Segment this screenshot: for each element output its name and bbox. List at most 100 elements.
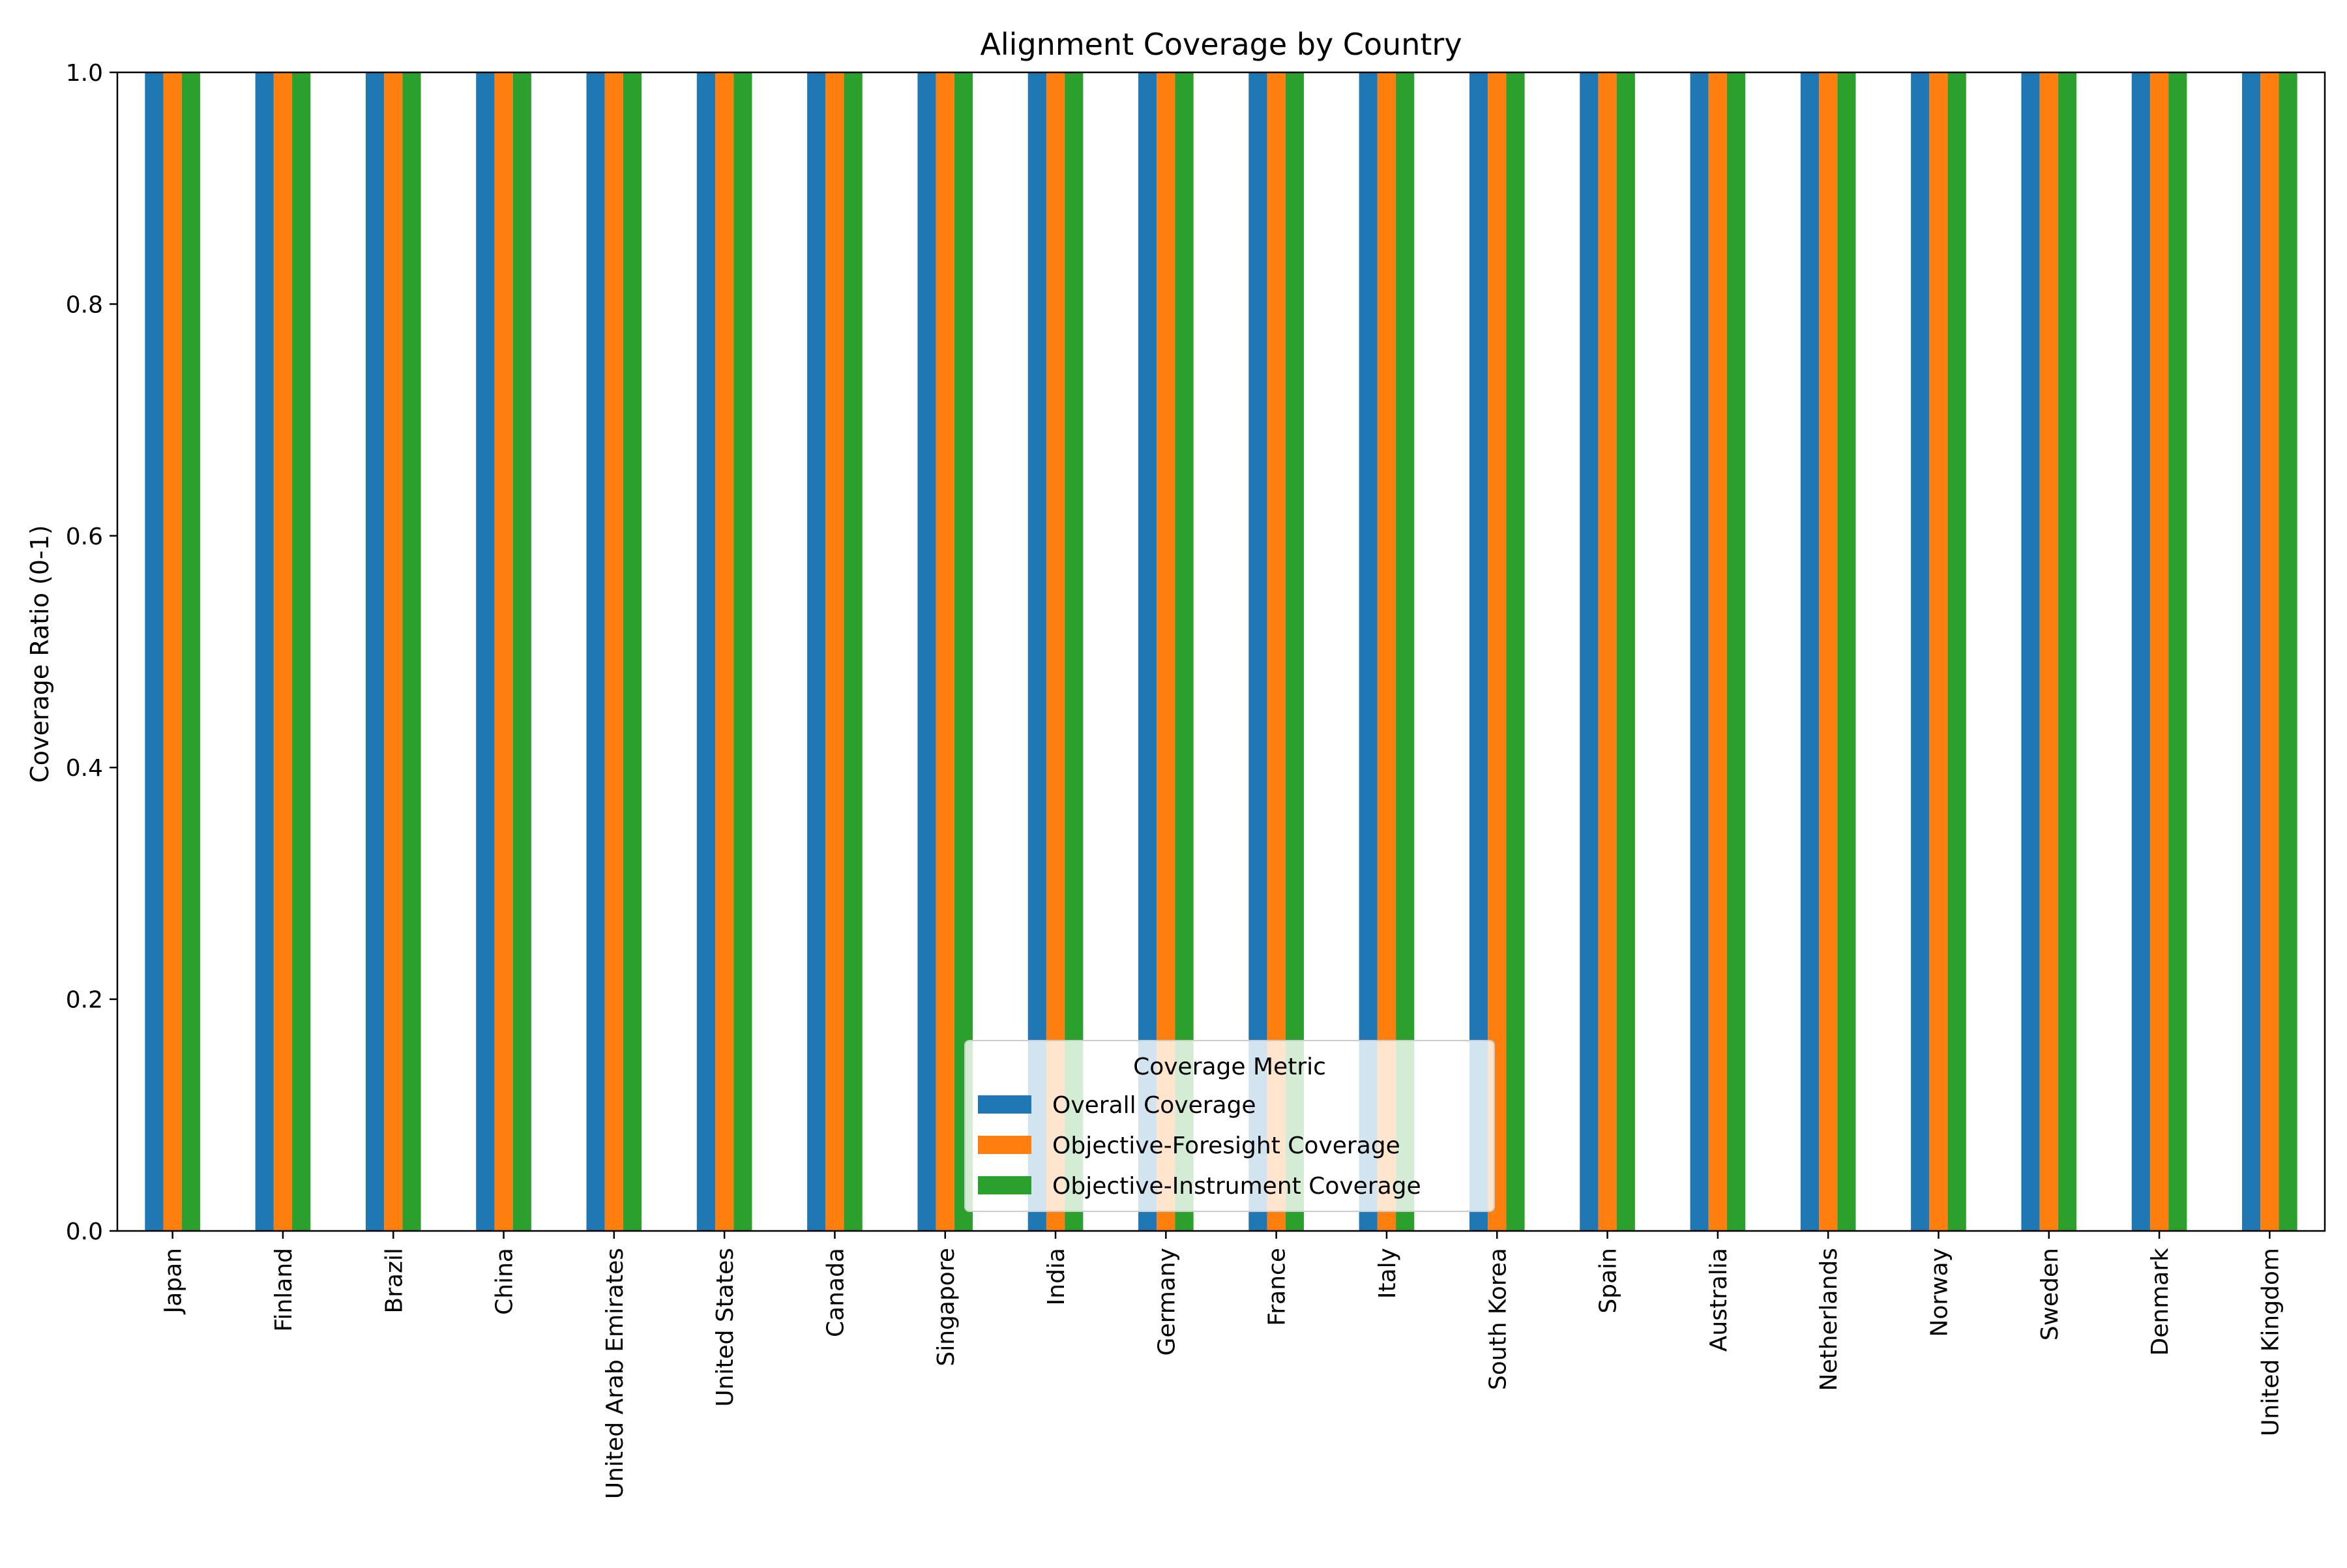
x-tick-label: France [1264,1248,1291,1326]
x-tick-label: Italy [1374,1248,1401,1299]
x-tick-label: United States [712,1248,739,1407]
legend-box [964,1040,1495,1212]
bar-1-norway [1911,72,1930,1231]
legend-swatch [978,1136,1031,1154]
legend: Coverage Metric Overall Coverage Objective… [964,1040,1495,1212]
x-tick-label: Australia [1705,1248,1732,1352]
bar-1-united-states [696,72,716,1231]
bar-3-united-arab-emirates [623,72,642,1231]
bar-2-singapore [936,72,954,1231]
legend-label: Objective-Foresight Coverage [1052,1132,1400,1159]
y-axis-label: Coverage Ratio (0-1) [25,525,54,783]
bar-1-united-kingdom [2242,72,2261,1231]
x-tick-label: Denmark [2147,1248,2174,1356]
bar-2-netherlands [1819,72,1838,1231]
bar-2-france [1267,72,1286,1231]
legend-label: Overall Coverage [1052,1092,1256,1119]
bar-3-china [512,72,531,1231]
bar-1-south-korea [1469,72,1488,1231]
bar-2-brazil [384,72,403,1231]
bar-2-united-states [715,72,734,1231]
bar-3-france [1285,72,1304,1231]
bars-layer [145,72,2297,1231]
bar-1-sweden [2021,72,2040,1231]
bar-3-united-states [733,72,752,1231]
bar-3-finland [292,72,311,1231]
x-tick-label: Finland [271,1248,297,1332]
plot-frame [116,71,2326,1232]
bar-1-china [476,72,495,1231]
x-tick-label: Singapore [933,1248,960,1367]
bar-2-india [1046,72,1065,1231]
bar-3-sweden [2058,72,2077,1231]
bar-3-united-kingdom [2279,72,2297,1231]
bar-2-sweden [2039,72,2058,1231]
legend-label: Objective-Instrument Coverage [1052,1173,1421,1200]
x-tick-label: United Kingdom [2257,1248,2284,1436]
bar-3-japan [181,72,200,1231]
axes-layer: 0.0 0.2 0.4 0.6 0.8 1.0 Japan Finland Brazil Chin… [66,60,2326,1499]
y-tick-label: 0.2 [66,987,103,1014]
x-tick-label: Sweden [2037,1248,2063,1340]
x-tick-label: Brazil [381,1248,407,1313]
bar-1-netherlands [1800,72,1820,1231]
bar-2-italy [1377,72,1396,1231]
bar-1-singapore [917,72,936,1231]
bar-1-canada [807,72,826,1231]
bar-3-netherlands [1837,72,1856,1231]
legend-swatch [978,1176,1031,1194]
bar-2-united-kingdom [2260,72,2279,1231]
bar-2-denmark [2149,72,2169,1231]
x-tick-label: India [1043,1248,1070,1305]
y-tick-label: 1.0 [66,60,103,87]
bar-3-india [1065,72,1084,1231]
bar-2-united-arab-emirates [604,72,623,1231]
bar-1-spain [1580,72,1599,1231]
bar-3-italy [1396,72,1415,1231]
bar-3-canada [844,72,863,1231]
bar-1-australia [1690,72,1709,1231]
bar-1-united-arab-emirates [586,72,605,1231]
bar-1-france [1248,72,1267,1231]
x-tick-label: South Korea [1484,1248,1511,1390]
bar-2-australia [1708,72,1727,1231]
bar-2-norway [1929,72,1948,1231]
bar-2-spain [1598,72,1617,1231]
bar-1-italy [1359,72,1378,1231]
y-tick-label: 0.4 [66,755,103,782]
bar-1-india [1027,72,1046,1231]
legend-title: Coverage Metric [1133,1054,1326,1080]
x-tick-label: United Arab Emirates [602,1248,628,1499]
bar-2-china [494,72,513,1231]
x-tick-label: Japan [160,1248,187,1314]
bar-1-denmark [2131,72,2150,1231]
bar-3-germany [1175,72,1194,1231]
bar-3-australia [1726,72,1746,1231]
bar-2-canada [825,72,844,1231]
legend-swatch [978,1095,1031,1114]
y-tick-label: 0.0 [66,1219,103,1245]
bar-2-finland [273,72,293,1231]
bar-1-japan [145,72,164,1231]
bar-1-germany [1138,72,1157,1231]
bar-3-south-korea [1506,72,1525,1231]
x-tick-label: Germany [1153,1248,1180,1355]
x-tick-label: China [492,1248,518,1315]
bar-2-japan [163,72,182,1231]
bar-1-finland [255,72,274,1231]
bar-3-brazil [402,72,421,1231]
y-tick-label: 0.6 [66,524,103,550]
bar-3-norway [1947,72,1966,1231]
bar-2-south-korea [1488,72,1507,1231]
x-tick-label: Norway [1926,1248,1953,1337]
bar-3-spain [1616,72,1635,1231]
bar-3-singapore [954,72,973,1231]
x-tick-label: Spain [1595,1248,1622,1314]
chart-title: Alignment Coverage by Country [980,27,1462,62]
bar-1-brazil [365,72,385,1231]
bar-3-denmark [2168,72,2187,1231]
x-tick-label: Canada [822,1248,849,1337]
x-tick-label: Netherlands [1816,1248,1842,1391]
